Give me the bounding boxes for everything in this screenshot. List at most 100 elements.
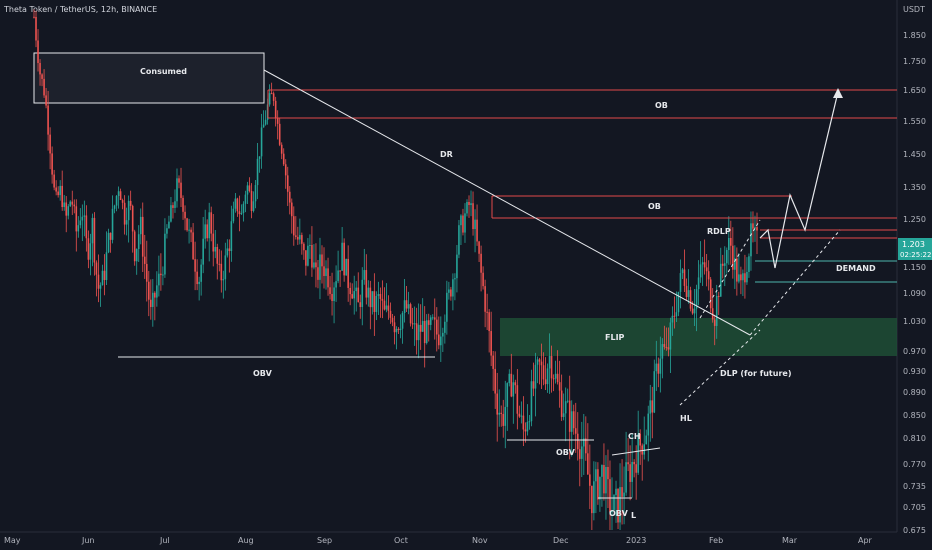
candle-body bbox=[482, 272, 484, 287]
price-tick-label: 0.735 bbox=[903, 482, 926, 491]
candle-body bbox=[756, 227, 758, 231]
candle-body bbox=[206, 224, 208, 239]
candle-body bbox=[152, 292, 154, 307]
candle-body bbox=[79, 220, 82, 226]
candle-body bbox=[244, 194, 247, 204]
candle-body bbox=[131, 205, 134, 232]
candle-body bbox=[399, 328, 402, 331]
candle-body bbox=[615, 488, 617, 496]
time-tick-label: Feb bbox=[709, 536, 723, 545]
candle-body bbox=[530, 381, 533, 422]
candle-body bbox=[347, 258, 349, 288]
candle-body bbox=[715, 295, 718, 326]
last-price-value: 1.203 bbox=[902, 240, 925, 249]
candle-body bbox=[208, 212, 211, 239]
candle-body bbox=[506, 383, 509, 407]
candle-body bbox=[143, 256, 146, 264]
candle-body bbox=[299, 235, 301, 240]
candle-body bbox=[522, 415, 525, 430]
price-tick-label: 1.750 bbox=[903, 57, 926, 66]
candle-body bbox=[717, 295, 720, 297]
candle-body bbox=[456, 254, 458, 279]
candle-body bbox=[611, 509, 613, 513]
ch-line bbox=[611, 447, 661, 456]
candle-body bbox=[419, 324, 422, 332]
candle-body bbox=[562, 413, 565, 417]
candle-body bbox=[597, 469, 599, 500]
time-tick-label: Jul bbox=[159, 536, 170, 545]
candle-body bbox=[89, 243, 92, 260]
candle-body bbox=[192, 232, 194, 260]
candle-body bbox=[154, 292, 156, 298]
candles-layer bbox=[33, 9, 758, 530]
price-tick-label: 1.030 bbox=[903, 317, 926, 326]
candle-body bbox=[337, 270, 339, 282]
candle-body bbox=[194, 259, 196, 272]
candle-body bbox=[409, 304, 412, 324]
candle-body bbox=[725, 250, 728, 264]
candle-body bbox=[397, 328, 400, 331]
bar-countdown: 02:25:22 bbox=[900, 251, 931, 259]
candle-body bbox=[663, 344, 666, 347]
candle-body bbox=[129, 200, 132, 206]
candle-body bbox=[109, 232, 112, 240]
candle-body bbox=[593, 481, 595, 514]
candle-body bbox=[174, 201, 176, 208]
candle-body bbox=[450, 289, 452, 297]
candle-body bbox=[361, 279, 364, 307]
last-price-tag: 1.203 02:25:22 bbox=[898, 238, 932, 260]
candle-body bbox=[178, 178, 180, 183]
candle-body bbox=[675, 312, 678, 317]
candle-body bbox=[502, 413, 505, 426]
projection-path bbox=[759, 91, 839, 269]
candle-body bbox=[548, 355, 551, 369]
candle-body bbox=[276, 118, 279, 124]
candle-body bbox=[415, 323, 418, 341]
candle-body bbox=[101, 270, 104, 286]
candle-body bbox=[520, 415, 523, 417]
candle-body bbox=[504, 406, 507, 426]
candle-body bbox=[687, 290, 690, 297]
candle-body bbox=[61, 185, 63, 208]
candle-body bbox=[423, 320, 426, 344]
price-axis[interactable]: 1.850 1.750 1.650 1.550 1.450 1.350 1.250 1.150… bbox=[903, 31, 926, 535]
candle-body bbox=[162, 274, 164, 276]
candle-body bbox=[713, 319, 716, 326]
candle-body bbox=[619, 487, 621, 523]
candle-body bbox=[689, 290, 692, 309]
candle-body bbox=[156, 285, 158, 298]
candle-body bbox=[462, 215, 464, 233]
price-tick-label: 0.970 bbox=[903, 347, 926, 356]
candle-body bbox=[327, 268, 329, 288]
candle-body bbox=[184, 211, 186, 219]
candle-body bbox=[647, 413, 650, 436]
price-tick-label: 0.890 bbox=[903, 388, 926, 397]
candle-body bbox=[659, 358, 662, 374]
candle-body bbox=[43, 78, 45, 96]
candle-body bbox=[367, 287, 370, 298]
consumed-label: Consumed bbox=[140, 67, 187, 76]
price-tick-label: 0.810 bbox=[903, 434, 926, 443]
candle-body bbox=[329, 287, 331, 294]
candle-body bbox=[224, 255, 227, 280]
time-axis[interactable]: May Jun Jul Aug Sep Oct Nov Dec 2023 Feb Mar Apr bbox=[4, 536, 873, 545]
candle-body bbox=[77, 225, 80, 232]
candle-body bbox=[613, 495, 615, 510]
candle-body bbox=[121, 200, 124, 203]
candle-body bbox=[216, 246, 219, 264]
candle-body bbox=[222, 279, 225, 281]
candle-body bbox=[57, 191, 59, 196]
candle-body bbox=[75, 206, 78, 232]
candle-body bbox=[508, 373, 511, 384]
candle-body bbox=[278, 123, 281, 145]
candle-body bbox=[252, 201, 255, 211]
currency-label: USDT bbox=[903, 5, 925, 14]
candle-body bbox=[256, 158, 259, 186]
candle-body bbox=[47, 105, 49, 135]
candle-body bbox=[377, 294, 380, 296]
candle-body bbox=[172, 205, 174, 208]
time-tick-label: Dec bbox=[553, 536, 568, 545]
candle-body bbox=[740, 274, 742, 281]
price-tick-label: 1.250 bbox=[903, 215, 926, 224]
